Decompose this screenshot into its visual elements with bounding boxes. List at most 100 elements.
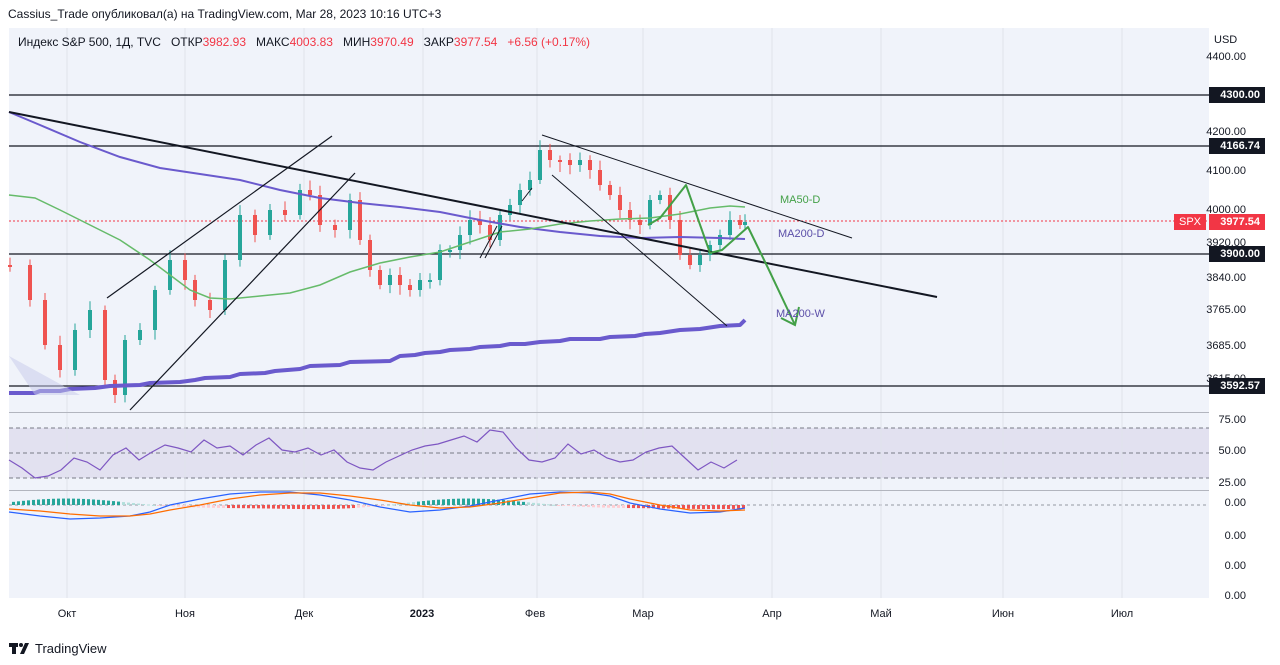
rsi-axis-label: 50.00 [1218, 445, 1246, 457]
symbol-name[interactable]: Индекс S&P 500, 1Д, TVC [18, 35, 161, 49]
macd-bar [212, 505, 215, 508]
candle-body [103, 310, 107, 380]
pane-separator-macd[interactable] [9, 490, 1209, 491]
macd-bar [712, 505, 715, 510]
macd-bar [302, 505, 305, 510]
ma50d-annotation: MA50-D [780, 194, 821, 206]
level-tag-4300[interactable]: 4300.00 [1209, 87, 1265, 103]
price-axis[interactable] [1209, 28, 1280, 598]
candle-body [333, 225, 337, 230]
macd-bar [277, 505, 280, 509]
candle-body [368, 240, 372, 270]
macd-bar [407, 502, 410, 505]
macd-bar [572, 505, 575, 507]
macd-bar [217, 505, 220, 508]
macd-bar [97, 499, 100, 505]
price-axis-label: 3765.00 [1206, 304, 1246, 316]
spx-symbol-tag: SPX [1174, 214, 1207, 230]
time-label: Июн [991, 608, 1015, 620]
macd-bar [122, 502, 125, 505]
macd-bar [187, 505, 190, 508]
candle-body [608, 185, 612, 195]
time-label: Июл [1110, 608, 1134, 620]
level-tag-3592[interactable]: 3592.57 [1209, 378, 1265, 394]
macd-bar [327, 505, 330, 510]
macd-bar [722, 505, 725, 510]
candle-body [568, 160, 572, 165]
macd-bar [102, 500, 105, 505]
candle-body [688, 255, 692, 265]
macd-bar [332, 505, 335, 509]
macd-bar [27, 500, 30, 505]
close-label: ЗАКР [423, 35, 454, 49]
candle-body [283, 210, 287, 215]
macd-bar [52, 498, 55, 505]
level-tag-4166[interactable]: 4166.74 [1209, 138, 1265, 154]
macd-bar [287, 505, 290, 509]
macd-bar [207, 505, 210, 508]
macd-bar [652, 505, 655, 509]
macd-bar [267, 505, 270, 509]
macd-bar [242, 505, 245, 509]
high-value: 4003.83 [289, 35, 333, 49]
ma200d-annotation: MA200-D [778, 228, 825, 240]
time-label: Ноя [174, 608, 196, 620]
macd-bar [87, 499, 90, 505]
candle-body [588, 160, 592, 170]
price-axis-label: 4100.00 [1206, 165, 1246, 177]
open-label: ОТКР [170, 35, 203, 49]
macd-bar [152, 504, 155, 506]
candle-body [308, 190, 312, 195]
macd-bar [202, 505, 205, 508]
candle-body [438, 250, 442, 280]
macd-bar [547, 504, 550, 506]
macd-bar [72, 498, 75, 505]
macd-bar [17, 501, 20, 505]
candle-body [418, 280, 422, 290]
macd-bar [307, 505, 310, 510]
time-label: Май [870, 608, 892, 620]
macd-bar [82, 498, 85, 505]
tradingview-brand: TradingView [35, 640, 107, 656]
macd-bar [312, 505, 315, 510]
macd-bar [577, 505, 580, 507]
macd-bar [627, 505, 630, 509]
candle-body [28, 265, 32, 300]
candle-body [378, 270, 382, 285]
currency-label[interactable]: USD [1214, 34, 1238, 46]
rsi-axis-label: 25.00 [1218, 477, 1246, 489]
candle-body [538, 150, 542, 180]
macd-bar [642, 505, 645, 509]
level-tag-3900[interactable]: 3900.00 [1209, 246, 1265, 262]
macd-bar [442, 499, 445, 505]
time-axis[interactable]: Окт Ноя Дек 2023 Фев Мар Апр Май Июн Июл [9, 598, 1209, 628]
tradingview-footer[interactable]: TradingView [9, 638, 107, 658]
candle-body [668, 195, 672, 220]
macd-bar [92, 499, 95, 505]
candle-body [728, 220, 732, 235]
candle-body [428, 280, 432, 282]
macd-bar [67, 498, 70, 505]
macd-bar [367, 505, 370, 507]
macd-bar [282, 505, 285, 509]
macd-bar [427, 500, 430, 505]
pane-separator-rsi[interactable] [9, 412, 1209, 413]
macd-bar [257, 505, 260, 509]
macd-bar [77, 498, 80, 505]
candle-body [208, 300, 212, 310]
macd-bar [222, 505, 225, 508]
macd-bar [387, 504, 390, 506]
macd-bar [412, 502, 415, 505]
macd-bar [377, 505, 380, 506]
macd-bar [232, 505, 235, 509]
macd-bar [337, 505, 340, 509]
macd-bar [707, 505, 710, 510]
macd-bar [507, 500, 510, 505]
candle-body [478, 220, 482, 225]
forecast-arrowhead [780, 306, 800, 327]
macd-bar [467, 498, 470, 505]
macd-bar [537, 503, 540, 505]
macd-bar [482, 498, 485, 505]
macd-line [8, 491, 746, 520]
macd-bar [617, 505, 620, 508]
